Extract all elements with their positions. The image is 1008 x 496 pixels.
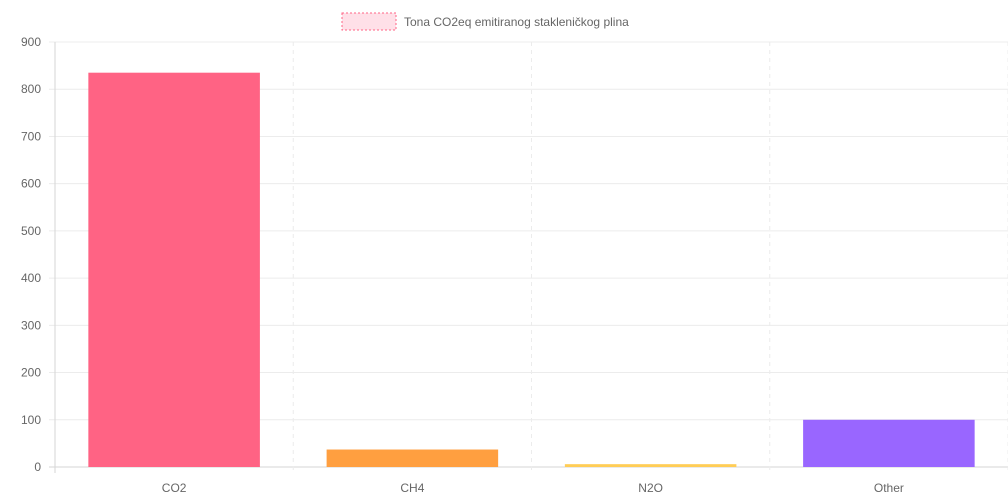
x-tick-label: CO2: [162, 481, 187, 495]
y-tick-label: 100: [21, 413, 41, 427]
bars: [88, 72, 975, 467]
bar-n2o[interactable]: [564, 464, 737, 467]
y-tick-label: 300: [21, 318, 41, 332]
bar-co2[interactable]: [88, 72, 260, 467]
x-tick-label: CH4: [400, 481, 424, 495]
bar-other[interactable]: [803, 419, 975, 467]
y-axis-ticks: 0 100 200 300 400 500 600 700 800 900: [21, 35, 41, 474]
legend-label: Tona CO2eq emitiranog stakleničkog plina: [404, 15, 629, 29]
y-tick-label: 400: [21, 271, 41, 285]
y-tick-label: 600: [21, 177, 41, 191]
y-tick-label: 0: [34, 460, 41, 474]
y-tick-label: 500: [21, 224, 41, 238]
x-axis-ticks: CO2 CH4 N2O Other: [162, 481, 904, 495]
y-tick-label: 900: [21, 35, 41, 49]
legend[interactable]: Tona CO2eq emitiranog stakleničkog plina: [341, 12, 629, 31]
x-tick-label: Other: [874, 481, 904, 495]
y-tick-label: 200: [21, 366, 41, 380]
bar-ch4[interactable]: [326, 449, 499, 467]
y-tick-label: 800: [21, 82, 41, 96]
y-tick-label: 700: [21, 129, 41, 143]
x-tick-label: N2O: [638, 481, 663, 495]
legend-swatch: [341, 12, 397, 31]
